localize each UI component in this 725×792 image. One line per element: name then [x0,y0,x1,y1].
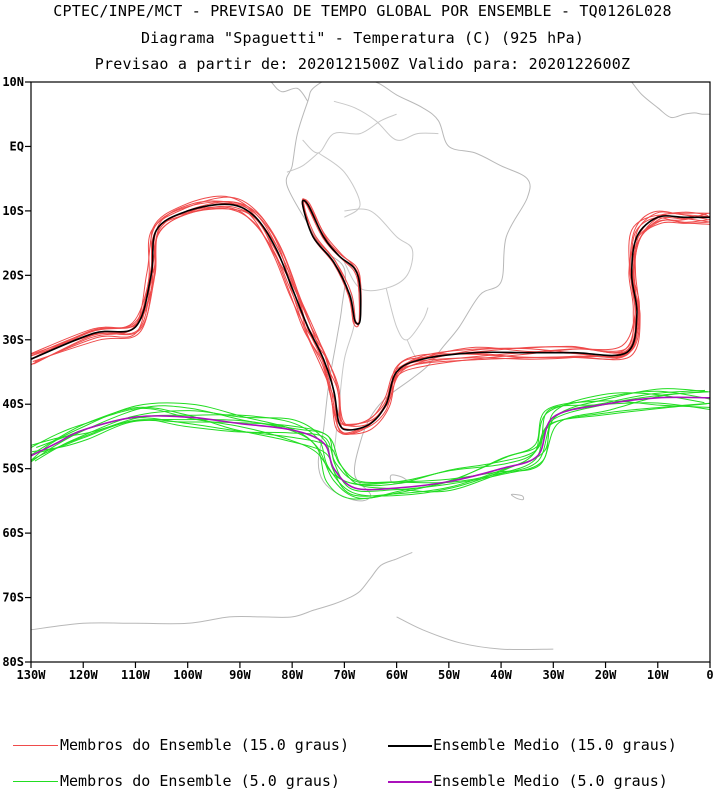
lon-tick-label: 30W [542,668,564,682]
lon-tick-label: 10W [647,668,669,682]
contour-red-member [34,196,710,426]
lat-tick-label: 10N [2,75,24,89]
contour-red-member [31,206,708,431]
lon-tick-label: 20W [595,668,617,682]
lat-tick-label: 50S [2,462,24,476]
coast-weddell-coast [396,616,554,651]
country-border [302,113,397,154]
coast-antarctic-peninsula [31,551,413,631]
contour-andes-mean [301,199,362,325]
coast-south-georgia [510,493,525,501]
contour-green-member [31,400,710,499]
country-border [333,100,439,141]
legend-label-black: Ensemble Medio (15.0 graus) [433,736,677,754]
lat-tick-label: 10S [2,204,24,218]
contour-red-member [31,207,709,431]
legend-line-red [13,745,58,746]
lon-tick-label: 130W [17,668,47,682]
contour-green-member [31,390,710,497]
coast-central-america [270,82,309,102]
chart-title: CPTEC/INPE/MCT - PREVISAO DE TEMPO GLOBA… [53,2,672,20]
lon-tick-label: 100W [173,668,203,682]
lon-tick-label: 60W [386,668,408,682]
lat-tick-label: 80S [2,655,24,669]
contour-green-member [34,392,705,497]
country-border [343,208,414,292]
lon-tick-label: 70W [334,668,356,682]
country-border [385,288,429,341]
country-border [318,152,361,218]
country-border [286,152,319,173]
legend-label-purple: Ensemble Medio (5.0 graus) [433,772,668,790]
legend-label-green: Membros do Ensemble (5.0 graus) [60,772,340,790]
lat-tick-label: 20S [2,268,24,282]
contour-andes-member [301,198,361,328]
contour-red-member [31,201,710,435]
legend-line-purple [388,781,432,783]
lat-tick-label: 40S [2,397,24,411]
lat-tick-label: 30S [2,333,24,347]
contour-red-member [33,201,710,427]
contour-purple-mean [31,396,710,491]
lon-tick-label: 0 [706,668,713,682]
lat-tick-label: 60S [2,526,24,540]
lat-tick-label: EQ [10,139,24,153]
plot-frame [30,81,711,663]
lon-tick-label: 90W [229,668,251,682]
contour-green-member [31,402,710,487]
contour-layer [31,195,710,500]
contour-red-member [31,208,707,436]
coast-africa-edge [631,82,710,119]
lon-tick-label: 40W [490,668,512,682]
legend-line-green [13,781,58,782]
contour-red-member [31,200,709,427]
lat-tick-label: 70S [2,591,24,605]
contour-green-member [31,391,710,484]
lon-tick-label: 50W [438,668,460,682]
chart-subtitle: Diagrama "Spaguetti" - Temperatura (C) (… [140,29,585,47]
contour-green-member [31,402,710,485]
legend-label-red: Membros do Ensemble (15.0 graus) [60,736,349,754]
contour-red-member [32,195,710,425]
lon-tick-label: 110W [121,668,151,682]
lon-tick-label: 80W [281,668,303,682]
contour-red-member [31,205,710,435]
chart-validity: Previsao a partir de: 2020121500Z Valido… [94,55,631,73]
lon-tick-label: 120W [69,668,99,682]
legend-line-black [388,745,432,747]
contour-black-mean [31,203,710,431]
contour-red-member [31,202,708,434]
contour-green-member [31,402,710,500]
